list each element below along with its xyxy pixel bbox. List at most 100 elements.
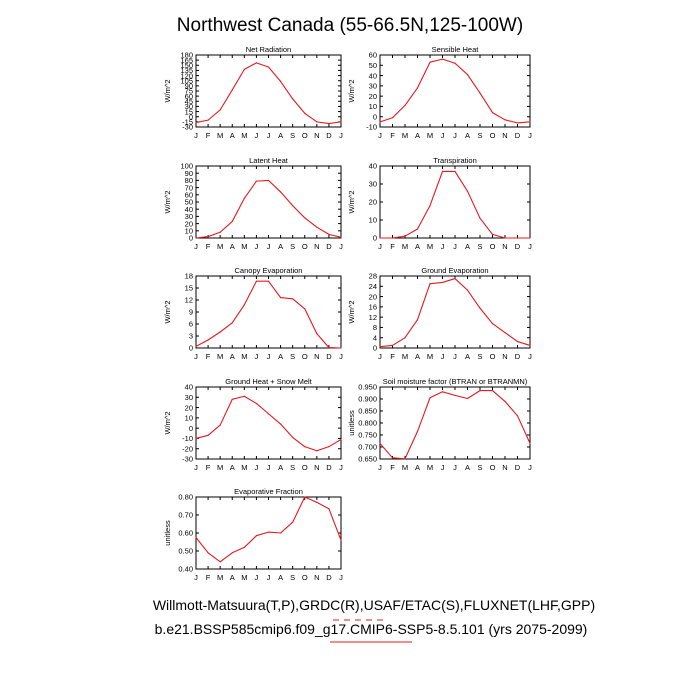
data-point [416, 319, 419, 321]
series-line [195, 179, 342, 239]
data-point [516, 237, 519, 239]
data-point [404, 235, 406, 237]
plot-frame [195, 386, 342, 460]
x-tick-label: S [290, 352, 295, 361]
y-axis-label: W/m^2 [347, 190, 356, 213]
data-point [466, 289, 469, 291]
panel-9: Evaporative Fraction unitless 0.40 0.50 0.60… [163, 487, 343, 582]
data-point [479, 92, 481, 94]
data-point [340, 121, 342, 123]
x-tick-label: M [402, 131, 408, 140]
x-tick-label: F [206, 242, 211, 251]
data-point [454, 394, 456, 396]
data-point [391, 457, 394, 459]
data-point [504, 331, 506, 334]
x-tick-label: J [441, 352, 445, 361]
y-tick-label: 30 [369, 180, 377, 189]
data-point [304, 446, 306, 448]
x-tick-label: N [314, 352, 319, 361]
y-tick-label: -10 [182, 434, 193, 443]
x-tick-label: J [441, 242, 445, 251]
data-point [255, 180, 258, 182]
x-tick-label: M [217, 573, 223, 582]
x-tick-label: J [441, 463, 445, 472]
y-axis-label: unitless [347, 410, 356, 436]
x-tick-label: D [326, 573, 332, 582]
y-tick-label: 50 [185, 198, 193, 207]
x-tick-label: M [402, 242, 408, 251]
y-tick-label: 60 [185, 191, 193, 200]
panels: Net RadiationW/m^2-30-150153045607590105… [163, 45, 532, 582]
y-tick-label: 28 [369, 272, 377, 281]
data-point [391, 344, 394, 347]
data-point [379, 346, 381, 348]
data-point [454, 170, 456, 172]
data-point [267, 280, 270, 282]
plot-frame [195, 496, 342, 570]
x-tick-label: A [415, 242, 420, 251]
data-point [243, 197, 245, 199]
series-line [195, 280, 342, 349]
x-tick-label: A [278, 131, 283, 140]
data-point [195, 121, 197, 124]
series-line [380, 170, 530, 239]
data-point [255, 280, 258, 282]
data-point [441, 58, 444, 60]
x-tick-label: A [230, 463, 235, 472]
x-tick-label: J [267, 352, 271, 361]
x-tick-label: J [267, 131, 271, 140]
data-point [404, 104, 406, 106]
y-tick-label: 60 [185, 92, 193, 101]
y-tick-label: 80 [185, 176, 193, 185]
data-point [441, 391, 444, 393]
x-tick-label: M [427, 242, 433, 251]
data-point [328, 446, 330, 448]
x-tick-label: A [278, 352, 283, 361]
y-axis-label: unitless [163, 520, 172, 546]
x-tick-label: J [194, 573, 198, 582]
data-point [328, 122, 330, 125]
y-tick-label: 0.900 [358, 395, 377, 404]
panel-8: Soil moisture factor (BTRAN or BTRANMN) u… [347, 377, 532, 472]
x-tick-label: J [378, 242, 382, 251]
data-point [516, 340, 519, 343]
data-point [243, 68, 245, 70]
x-tick-label: J [453, 131, 457, 140]
x-tick-label: F [390, 352, 395, 361]
data-point [429, 205, 431, 207]
x-tick-label: A [465, 463, 470, 472]
data-point [231, 220, 233, 223]
y-tick-label: 0 [373, 344, 377, 353]
data-point [328, 347, 330, 349]
y-tick-label: 180 [180, 51, 193, 60]
y-tick-label: 10 [369, 102, 377, 111]
x-tick-label: F [206, 463, 211, 472]
y-tick-label: 16 [369, 303, 377, 312]
data-point [516, 122, 519, 124]
panel-7: Ground Heat + Snow Melt W/m^2 -30 -20-10010… [163, 377, 343, 472]
data-point [491, 390, 494, 392]
x-tick-label: J [255, 131, 259, 140]
data-point [441, 170, 444, 172]
data-point [340, 539, 342, 541]
x-tick-label: J [339, 463, 343, 472]
x-tick-label: A [230, 352, 235, 361]
y-tick-label: 6 [189, 320, 193, 329]
y-tick-label: 24 [369, 282, 377, 291]
x-tick-label: J [453, 352, 457, 361]
y-tick-label: 0 [189, 234, 193, 243]
x-tick-label: S [290, 131, 295, 140]
x-tick-label: J [339, 131, 343, 140]
y-tick-label: 0 [373, 234, 377, 243]
y-tick-label: 165 [180, 56, 193, 65]
x-tick-label: D [515, 242, 521, 251]
y-tick-label: 0 [189, 424, 193, 433]
data-point [231, 89, 233, 91]
data-point [279, 532, 282, 534]
panel-1: Net Radiation W/m^2 -30-150153045607590105… [163, 45, 343, 140]
y-tick-label: 70 [185, 183, 193, 192]
data-point [292, 436, 294, 438]
x-tick-label: D [515, 463, 521, 472]
x-tick-label: M [241, 352, 247, 361]
